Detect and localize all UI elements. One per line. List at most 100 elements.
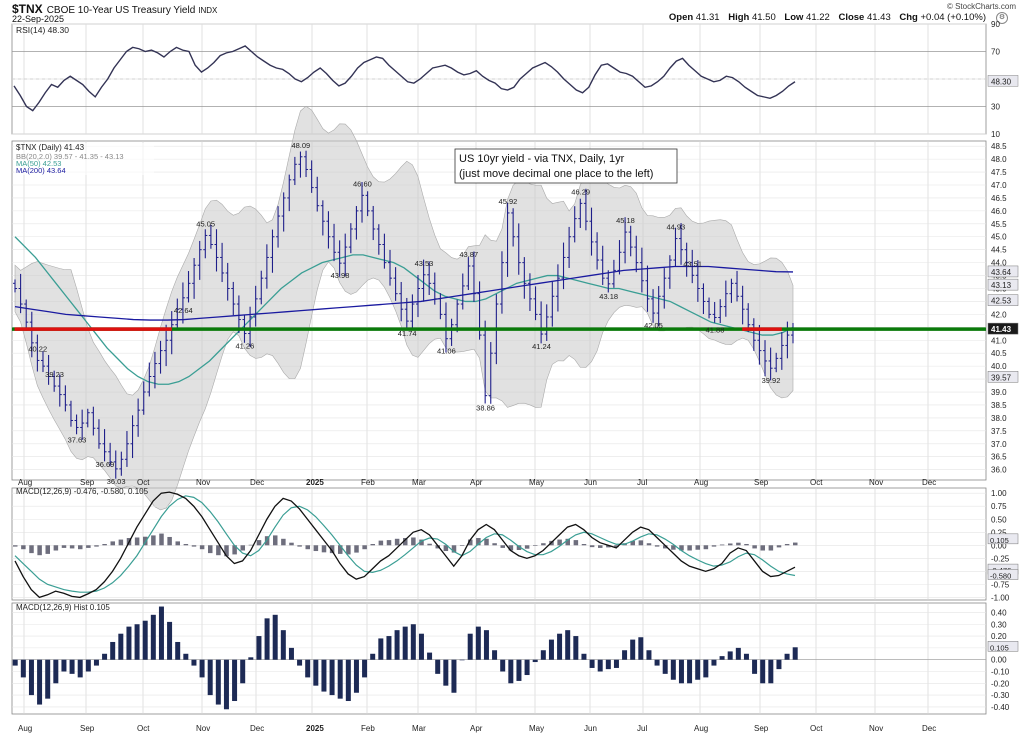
hist-bar [646,650,652,660]
hist-bar [557,633,563,660]
hist-tick-label: 0.00 [991,656,1007,665]
panel-frame-macd [11,487,987,601]
rsi-tick-label: 10 [991,130,1000,139]
hist-bar [272,614,278,660]
macd-hist-bar [711,545,717,547]
hist-bar [508,659,514,684]
hist-bar [654,659,660,666]
x-tick-label: Dec [922,478,936,487]
x-tick-label: Sep [80,478,95,487]
x-tick-label: Sep [754,478,769,487]
price-legend: $TNX (Daily) 41.43 [16,143,85,152]
macd-hist-bar [776,545,782,548]
macd-hist-bar [654,545,660,547]
macd-tick-label: 0.50 [991,515,1007,524]
hist-bar [678,659,684,684]
exchange: INDX [198,6,218,15]
macd-tick-label: 0.00 [991,541,1007,550]
price-label: 41.88 [706,325,725,334]
x-tick-label: Apr [470,478,483,487]
macd-hist-bar [362,545,367,550]
x-tick-label: Nov [196,478,210,487]
macd-hist-bar [13,545,18,547]
x-tick-label-bottom: 2025 [306,724,324,733]
rsi-tick-label: 90 [991,20,1000,29]
rsi-line [13,45,796,112]
x-tick-label-bottom: Nov [196,724,210,733]
macd-hist-bar [297,545,302,547]
x-tick-label: Oct [137,478,150,487]
high-value: 41.50 [751,12,776,23]
macd-hist-bar [646,543,652,546]
macd-hist-bar [183,544,189,546]
macd-hist-bar [679,545,684,551]
macd-hist-bar [78,545,83,550]
hist-bar [362,659,368,678]
price-label: 37.63 [68,435,87,444]
settings-gear-icon[interactable]: ⚙ [996,12,1008,24]
x-tick-label-bottom: Jul [637,724,647,733]
price-label: 38.86 [476,404,495,413]
hist-tick-label: -0.20 [991,679,1010,688]
panel-frame-hist [11,602,987,715]
hist-tick-label: 0.30 [991,620,1007,629]
hist-bar [337,659,343,699]
price-tick-label: 36.5 [991,453,1007,462]
hist-bar [394,630,400,660]
hist-bar [605,659,611,670]
macd-hist-bar [671,545,676,550]
chg-label: Chg [899,12,918,23]
price-label: 39.23 [45,370,64,379]
hist-bar [427,652,433,660]
credit: © StockCharts.com [946,2,1016,11]
macd-hist-bar [86,545,91,548]
macd-hist-bar [744,544,749,546]
macd-hist-bar [728,543,733,546]
rsi-tick-label: 70 [991,48,1000,57]
macd-hist-bar [565,538,570,546]
macd-hist-bar [630,540,635,546]
price-label: 41.24 [532,342,551,351]
macd-hist-bar [484,538,489,546]
x-tick-label: Aug [694,478,708,487]
price-tick-label: 38.5 [991,401,1007,410]
x-tick-label-bottom: Feb [361,724,375,733]
ohlc-readout: Open 41.31 High 41.50 Low 41.22 Close 41… [663,12,986,23]
macd-hist-bar [102,544,107,546]
hist-bar [126,626,132,660]
open-value: 41.31 [695,12,720,23]
x-tick-label: Nov [869,478,883,487]
bollinger-band [14,105,794,511]
macd-badge-text: 0.105 [990,536,1009,545]
hist-bar [687,659,693,684]
close-value: 41.43 [866,12,891,23]
price-tick-label: 42.0 [991,310,1007,319]
hist-bar [760,659,766,684]
price-label: 42.05 [644,321,663,330]
macd-hist-bar [614,545,619,548]
price-badge [987,322,1019,335]
hist-bar [305,659,311,678]
hist-bar [321,659,327,692]
annotation-line2: (just move decimal one place to the left… [459,168,653,180]
price-label: 46.29 [571,187,590,196]
low-value: 41.22 [806,12,830,23]
hist-bar [118,633,124,660]
hist-bar [150,614,156,660]
price-tick-label: 46.5 [991,194,1007,203]
macd-hist-bar [638,540,644,546]
low-label: Low [784,12,804,23]
macd-hist-bar [175,541,180,546]
macd-hist-bar [541,543,546,546]
price-label: 36.03 [107,477,126,486]
macd-hist-bar [346,545,351,555]
macd-hist-bar [224,545,229,557]
price-badge-text: 42.53 [991,297,1012,306]
price-tick-label: 45.0 [991,233,1007,242]
price-label: 40.22 [28,344,47,353]
hist-bar [548,639,554,660]
x-tick-label-bottom: Nov [869,724,883,733]
x-tick-label-bottom: Aug [18,724,32,733]
macd-tick-label: -0.25 [991,554,1010,563]
hist-bar [175,641,181,660]
